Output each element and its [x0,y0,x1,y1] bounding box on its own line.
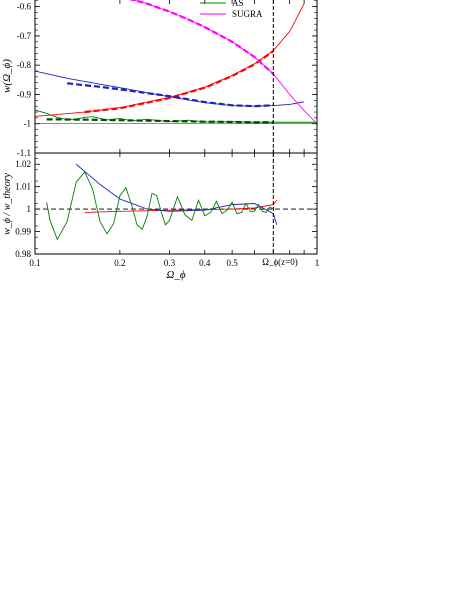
x-tick-label-3: 0.4 [199,258,211,268]
bottom-y-tick-label-3: 1.01 [15,182,31,192]
top-series-line-1 [84,50,274,114]
x-tick-label-5: 1 [315,258,320,268]
top-y-axis-label: w(Ω_ϕ) [1,59,13,93]
bottom-y-tick-label-2: 1 [27,204,32,214]
bottom-y-tick-label-0: 0.98 [15,249,31,259]
top-y-tick-label-4: -0.7 [17,31,32,41]
bottom-y-tick-label-4: 1.02 [15,159,31,169]
legend-label-as: AS [232,0,244,8]
x-tick-label-4: 0.5 [226,258,238,268]
bottom-series-group [35,163,317,241]
top-y-tick-label-1: -1 [24,119,32,129]
bottom-series-line-0 [84,199,278,213]
top-y-tick-label-5: -0.6 [17,2,32,12]
bottom-series-line-2 [46,171,274,241]
top-series-line-3 [67,82,274,108]
top-y-tick-label-3: -0.8 [17,60,32,70]
top-series-line-7 [129,0,275,75]
top-y-tick-label-0: -1.1 [17,148,31,158]
top-panel-frame [34,0,318,154]
legend: AS SUGRA [200,0,263,19]
top-series-group [35,0,317,125]
top-series-line-2 [35,70,305,107]
vline-annotation: Ω_ϕ(z=0) [262,257,298,267]
top-y-tick-label-2: -0.9 [17,89,32,99]
axes-group: 0.1 0.2 0.3 0.4 0.5 1 -1.1 -1 -0.9 -0.8 -0.7 -0.6 0.… [15,0,319,268]
x-axis-label: Ω_ϕ [166,269,185,281]
x-tick-label-0: 0.1 [29,258,40,268]
bottom-y-axis-label: w_ϕ / w_theory [2,173,13,235]
bottom-y-tick-label-1: 0.99 [15,227,31,237]
x-tick-label-1: 0.2 [114,258,125,268]
bottom-series-line-1 [75,163,278,225]
top-series-line-5 [46,118,274,124]
legend-label-sugra: SUGRA [232,9,263,19]
top-series-line-0 [35,3,305,117]
x-tick-label-2: 0.3 [164,258,176,268]
